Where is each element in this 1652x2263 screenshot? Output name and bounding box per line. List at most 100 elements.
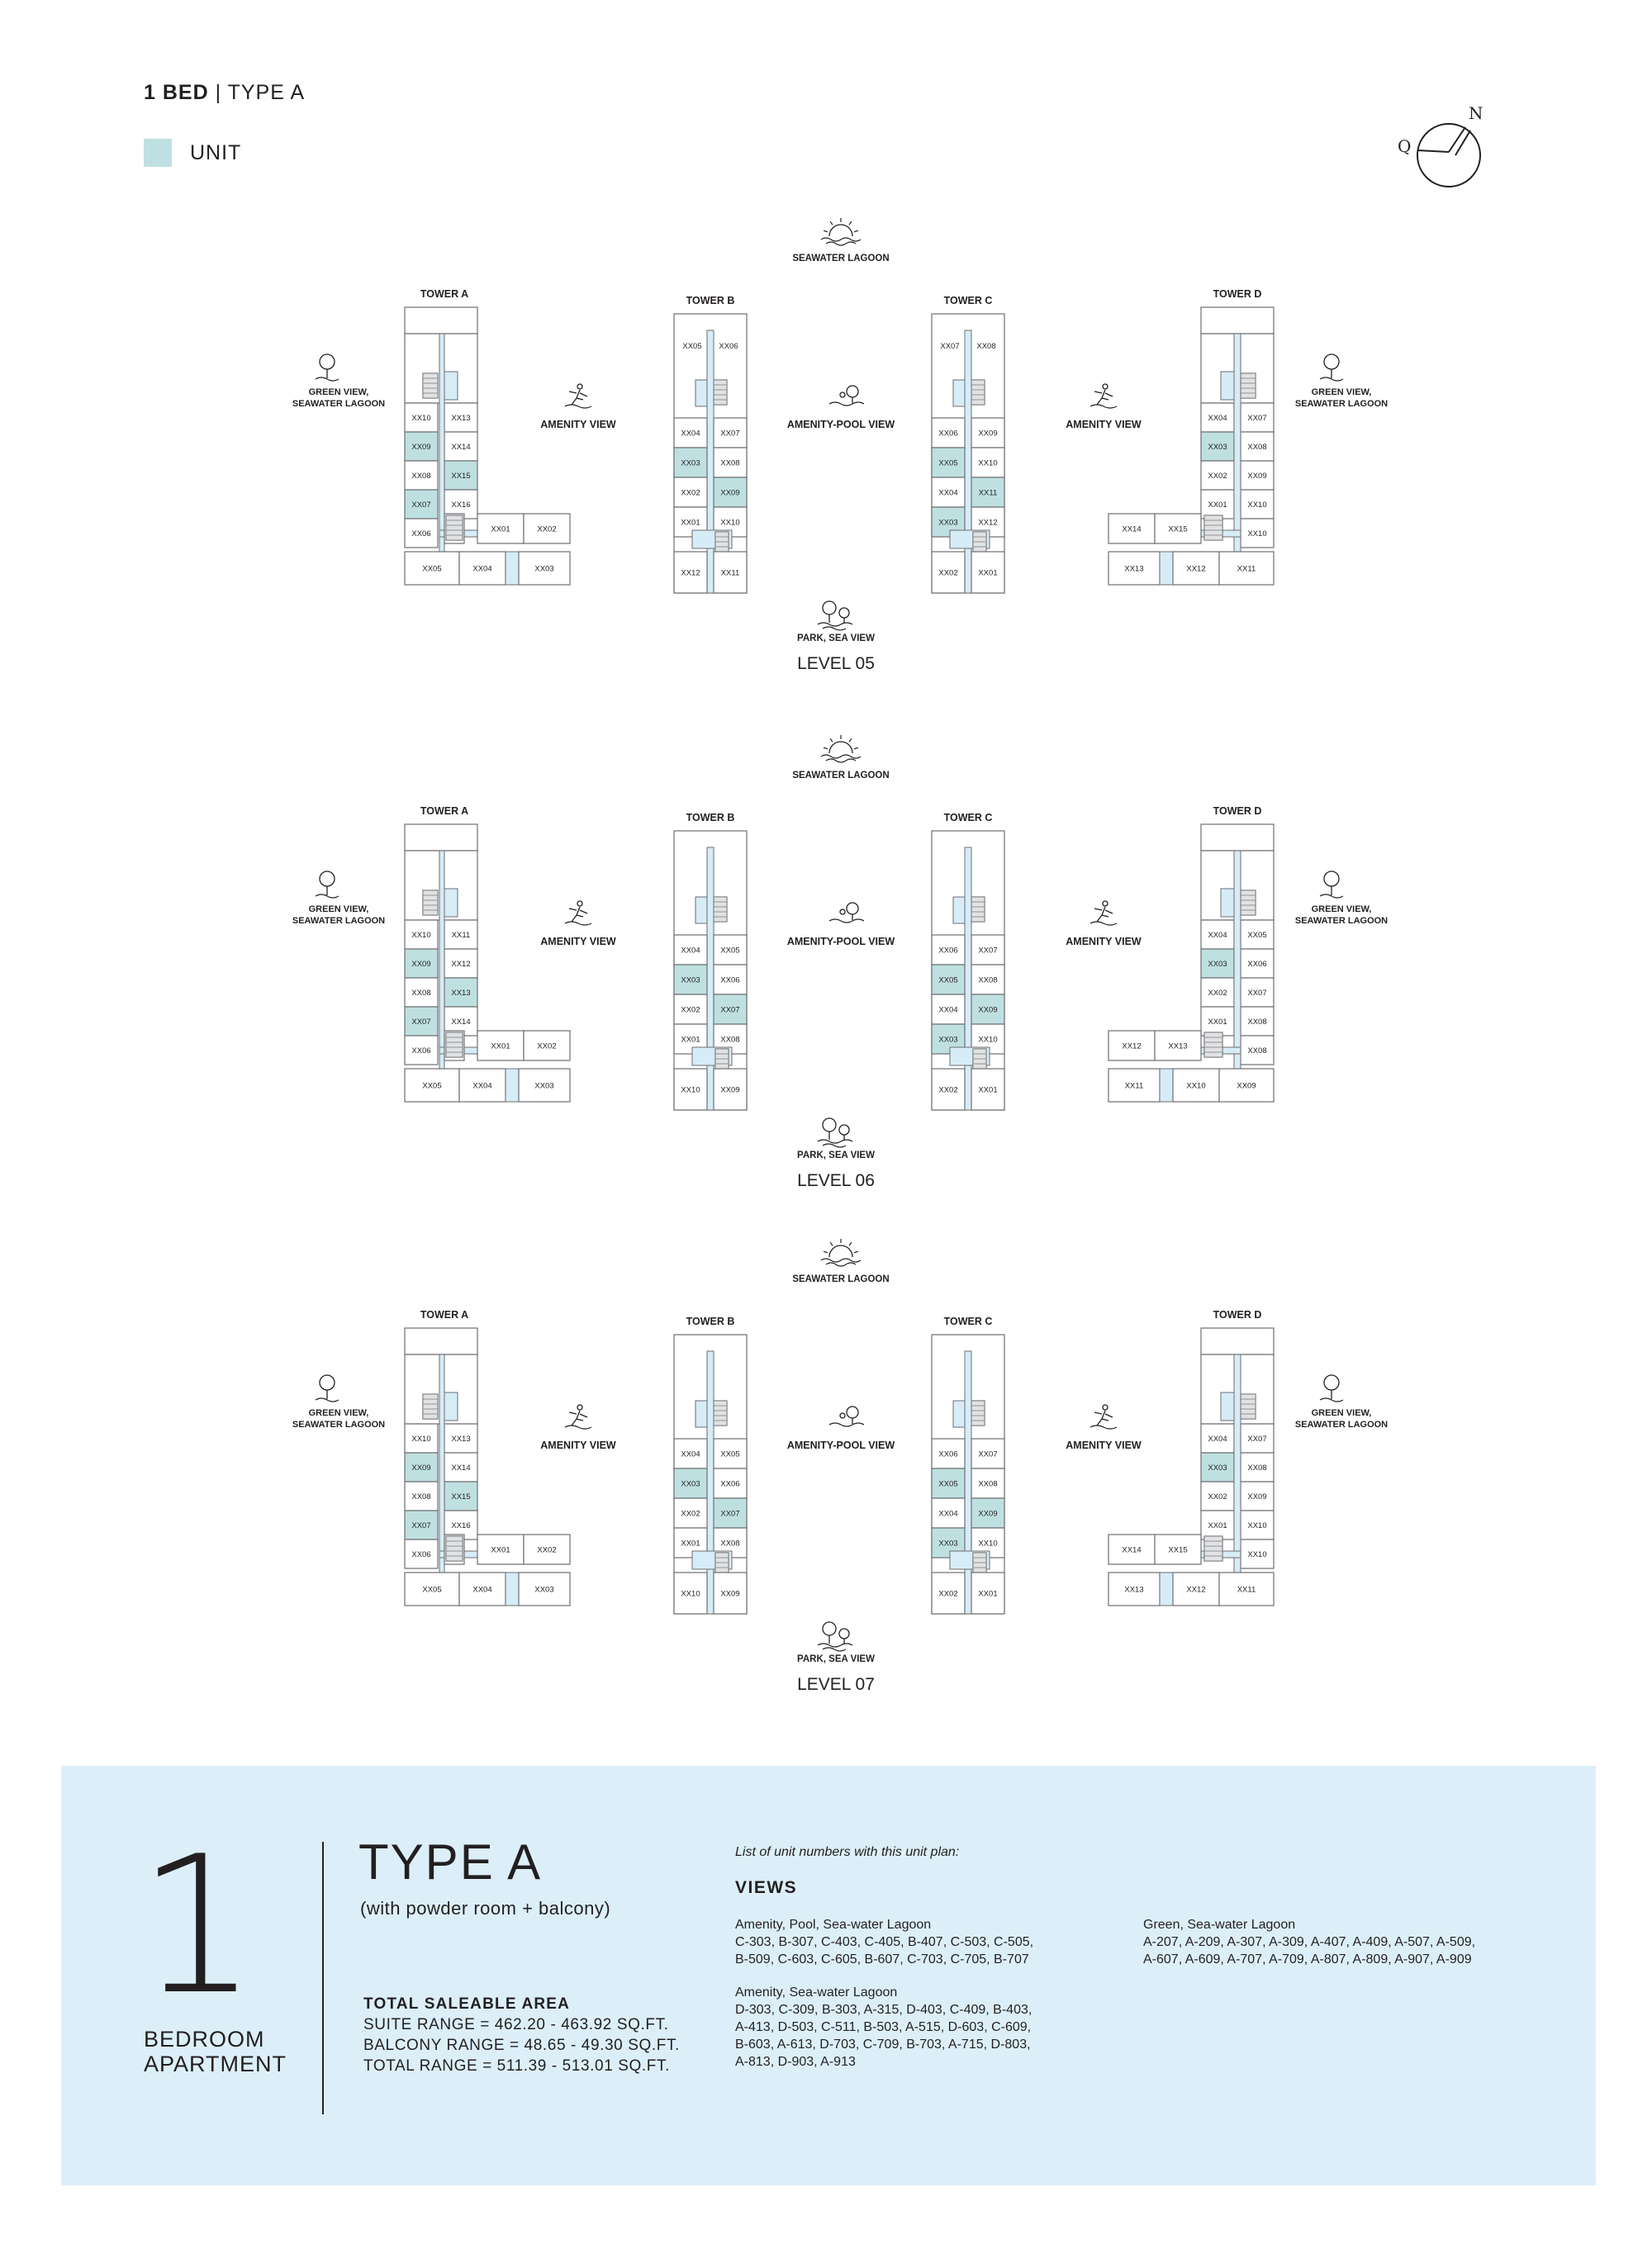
header-type: TYPE A <box>227 81 306 104</box>
top-block <box>1200 823 1275 852</box>
total-range: TOTAL RANGE = 511.39 - 513.01 SQ.FT. <box>363 2057 670 2075</box>
unit-label: XX09 <box>411 1464 430 1473</box>
corridor <box>1233 333 1241 562</box>
unit-label: XX01 <box>491 1042 510 1051</box>
green-view-label: GREEN VIEW, <box>1312 387 1372 397</box>
tower-label: TOWER C <box>944 812 993 823</box>
green-view-label: SEAWATER LAGOON <box>292 916 385 926</box>
unit-label: XX02 <box>537 525 556 534</box>
unit-label: XX14 <box>451 1018 470 1027</box>
unit-label: XX08 <box>1247 443 1266 452</box>
unit-label: XX01 <box>1208 501 1227 510</box>
green-view-label: SEAWATER LAGOON <box>1295 916 1388 926</box>
unit-label: XX05 <box>720 1450 739 1459</box>
unit-cell <box>1240 460 1275 491</box>
tower-label: TOWER D <box>1213 1309 1262 1321</box>
unit-label: XX09 <box>720 1590 739 1599</box>
tower-c-plan: TOWER C XX07 XX08 XX06 XX09 XX05 XX10 XX04 XX11 X… <box>931 295 1005 594</box>
unit-cell <box>1240 1006 1275 1037</box>
unit-label: XX04 <box>472 1082 491 1091</box>
park-sea-view-icon <box>817 1117 853 1148</box>
unit-label: XX01 <box>978 569 997 578</box>
unit-cell <box>713 964 748 995</box>
unit-cell <box>404 1006 439 1037</box>
park-sea-view-icon <box>817 1621 853 1652</box>
unit-cell <box>971 1068 1005 1111</box>
tower-label: TOWER A <box>420 1309 468 1321</box>
unit-label: XX08 <box>976 342 995 351</box>
amenity-view-label: AMENITY VIEW <box>1066 936 1142 947</box>
unit-cell <box>404 919 439 950</box>
amenity-pool-view-icon <box>828 1406 865 1427</box>
unit-cell <box>971 1438 1005 1469</box>
unit-label: XX04 <box>681 946 700 956</box>
amenity-pool-view-label: AMENITY-POOL VIEW <box>787 1440 895 1451</box>
green-view-label: SEAWATER LAGOON <box>292 399 385 409</box>
core-shade <box>1241 373 1256 398</box>
unit-label: XX03 <box>534 1082 553 1091</box>
divider <box>322 1842 324 2114</box>
unit-cell <box>1218 1572 1275 1606</box>
green-view-icon <box>315 353 339 382</box>
bedroom-label: BEDROOM <box>144 2027 265 2052</box>
building-core <box>445 1032 463 1058</box>
unit-cell <box>713 1468 748 1499</box>
amenity-pool-view-label: AMENITY-POOL VIEW <box>787 419 895 430</box>
level-block: SEAWATER LAGOON GREEN VIEW, SEAWATER LAGOO… <box>292 254 1388 673</box>
unit-label: XX02 <box>537 1546 556 1555</box>
unit-label: XX14 <box>451 1464 470 1473</box>
view-group-units: A-813, D-903, A-913 <box>735 2055 856 2069</box>
green-view-label: SEAWATER LAGOON <box>292 1420 385 1430</box>
tower-label: TOWER A <box>420 805 468 817</box>
corridor-block <box>505 551 520 586</box>
unit-cell <box>1200 431 1235 462</box>
tower-b-plan: TOWER B XX04 XX05 XX03 XX06 XX02 XX07 XX01 XX08 X… <box>673 1316 748 1615</box>
tower-d-plan: TOWER DXX05XX06XX04XX07XX03XX08XX02XX09X… <box>1108 288 1275 586</box>
corridor <box>1233 850 1241 1079</box>
seawater-lagoon-icon <box>820 735 862 763</box>
corridor-block <box>444 1392 458 1421</box>
core-shade <box>712 1401 727 1426</box>
unit-label: XX01 <box>1208 1521 1227 1530</box>
corridor-block <box>505 1068 520 1103</box>
core-shade <box>715 1553 729 1577</box>
amenity-view-icon <box>1089 1404 1118 1430</box>
unit-label: XX03 <box>938 1540 957 1549</box>
unit-cell <box>523 513 571 544</box>
unit-cell <box>1108 551 1161 586</box>
unit-label: XX10 <box>978 459 997 468</box>
top-block <box>404 823 478 852</box>
unit-label: XX11 <box>721 569 740 578</box>
unit-label: XX03 <box>1208 1464 1227 1473</box>
unit-label: XX12 <box>1186 565 1205 574</box>
legend-label: UNIT <box>190 140 242 164</box>
unit-label: XX08 <box>1247 1018 1266 1027</box>
unit-cell <box>931 1572 966 1615</box>
unit-label: XX09 <box>1247 1492 1266 1502</box>
unit-label: XX09 <box>1237 1082 1256 1091</box>
building-core <box>1203 1032 1223 1058</box>
unit-label: XX11 <box>1125 1082 1144 1091</box>
unit-label: XX02 <box>938 1086 957 1095</box>
core-shade <box>712 897 727 922</box>
unit-label: XX01 <box>681 1540 700 1549</box>
core-shade <box>973 1049 986 1074</box>
corridor <box>1233 1354 1241 1582</box>
tower-a-plan: TOWER AXX11XX12XX10XX13XX09XX14XX08XX15X… <box>404 288 571 586</box>
unit-cell <box>931 1468 966 1499</box>
seawater-lagoon-label: SEAWATER LAGOON <box>792 254 889 263</box>
core-shade <box>446 515 463 540</box>
unit-label: XX04 <box>1208 414 1227 423</box>
unit-label: XX03 <box>681 1480 700 1489</box>
corridor <box>706 330 714 594</box>
unit-label: XX10 <box>681 1590 700 1599</box>
tower-c-plan: TOWER C XX06 XX07 XX05 XX08 XX04 XX09 XX03 XX10 X… <box>931 812 1005 1111</box>
amenity-view-label: AMENITY VIEW <box>540 419 616 430</box>
type-subtitle: (with powder room + balcony) <box>360 1898 611 1919</box>
unit-cell <box>1200 977 1235 1008</box>
unit-label: XX09 <box>411 443 430 452</box>
tower-d-plan: TOWER DXX05XX06XX04XX07XX03XX08XX02XX09X… <box>1108 1309 1275 1606</box>
building-core <box>445 1535 463 1562</box>
unit-label: XX02 <box>681 489 700 498</box>
tower-a-plan: TOWER AXX11XX12XX10XX13XX09XX14XX08XX15X… <box>404 1309 571 1606</box>
